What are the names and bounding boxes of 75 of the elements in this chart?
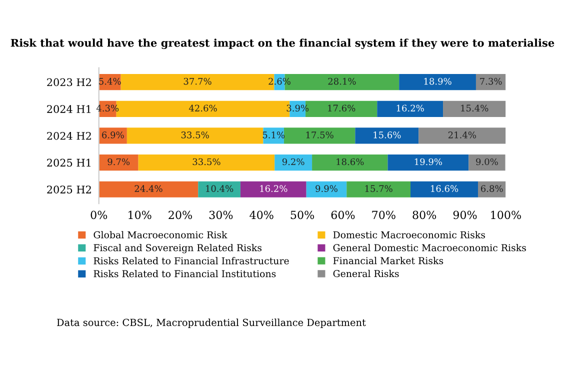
bar <box>399 74 476 90</box>
bar <box>468 154 506 171</box>
x-tick-label: 40% <box>250 210 274 220</box>
data-label: 33.5% <box>181 132 209 138</box>
data-label: 37.7% <box>184 78 212 85</box>
legend-label: Risks Related to Financial Institutions <box>94 270 276 278</box>
data-label: 17.6% <box>328 104 356 112</box>
chart-title: Risk that would have the greatest impact on the financial system if they were to materialise <box>10 38 554 50</box>
data-label: 2.6% <box>268 78 290 85</box>
data-label: 28.1% <box>328 78 356 85</box>
y-tick-label: 2024 H2 <box>47 132 91 140</box>
data-label: 18.6% <box>336 158 364 166</box>
data-label: 24.4% <box>134 185 162 192</box>
data-label: 21.4% <box>448 132 476 138</box>
bar <box>98 154 138 171</box>
x-tick-label: 60% <box>331 210 355 220</box>
data-label: 15.6% <box>374 132 401 138</box>
bar <box>274 154 312 171</box>
bar <box>478 181 506 198</box>
y-tick-label: 2023 H2 <box>47 78 91 86</box>
data-label: 16.6% <box>431 185 458 192</box>
legend-label: Fiscal and Sovereign Related Risks <box>94 244 262 254</box>
y-tick-label: 2024 H1 <box>47 105 90 114</box>
data-label: 16.2% <box>396 104 424 112</box>
x-tick-label: 20% <box>168 210 192 220</box>
bar <box>240 181 306 198</box>
legend-label: Global Macroeconomic Risk <box>94 231 228 238</box>
data-label: 7.3% <box>480 78 502 85</box>
bar <box>346 181 410 198</box>
data-label: 9.9% <box>316 185 338 192</box>
bar <box>138 154 275 171</box>
data-label: 33.5% <box>192 158 220 166</box>
bar <box>306 181 347 198</box>
data-label: 15.7% <box>365 185 392 192</box>
data-label: 16.2% <box>260 185 288 192</box>
data-label: 19.9% <box>414 158 442 166</box>
x-tick-label: 10% <box>128 210 152 220</box>
y-tick-label: 2025 H1 <box>47 158 90 167</box>
x-tick-label: 100% <box>491 210 521 220</box>
bar <box>410 181 478 198</box>
bar <box>98 128 127 144</box>
legend-label: Financial Market Risks <box>333 256 444 264</box>
x-tick-label: 50% <box>290 210 314 220</box>
legend-label: Risks Related to Financial Infrastructure <box>94 257 289 264</box>
data-label: 15.4% <box>461 104 488 112</box>
legend-label: General Risks <box>333 270 399 278</box>
data-label: 17.5% <box>306 132 334 138</box>
x-tick-label: 30% <box>209 210 233 220</box>
data-label: 9.7% <box>108 158 130 166</box>
data-label: 18.9% <box>424 78 452 85</box>
y-tick-label: 2025 H2 <box>47 186 91 194</box>
bar <box>98 181 198 198</box>
source-note: Data source: CBSL, Macroprudential Surveillance Department <box>57 318 366 328</box>
bar <box>355 128 419 144</box>
x-tick-label: 80% <box>412 210 436 220</box>
bar <box>126 128 264 144</box>
x-tick-label: 70% <box>372 210 396 220</box>
data-label: 9.2% <box>282 158 304 166</box>
data-label: 10.4% <box>206 185 234 192</box>
legend-label: Domestic Macroeconomic Risks <box>333 231 485 238</box>
data-label: 6.8% <box>480 185 503 192</box>
bar <box>312 154 388 171</box>
data-label: 9.0% <box>476 158 498 166</box>
bar <box>476 74 506 90</box>
bar <box>377 100 444 117</box>
legend-label: General Domestic Macroeconomic Risks <box>333 244 526 252</box>
x-tick-label: 0% <box>90 210 108 220</box>
bar <box>443 100 506 117</box>
data-label: 6.9% <box>102 132 124 138</box>
bar <box>198 181 240 198</box>
data-label: 42.6% <box>188 104 217 112</box>
bar <box>388 154 469 171</box>
bar <box>418 128 506 144</box>
x-tick-label: 90% <box>453 210 477 220</box>
bar <box>284 128 356 144</box>
